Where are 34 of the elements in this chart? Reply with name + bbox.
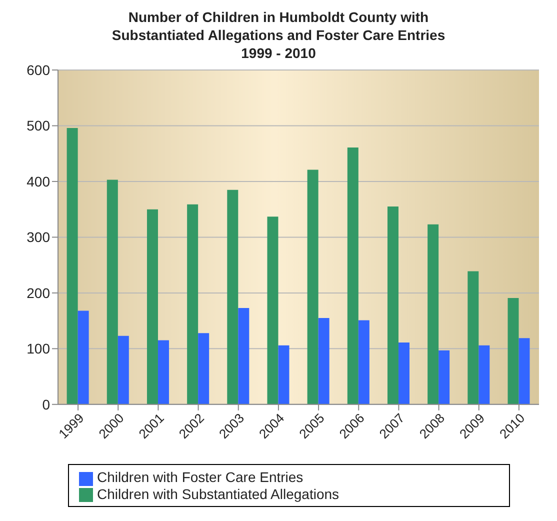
y-tick-label: 300	[26, 229, 50, 246]
bar	[198, 333, 210, 404]
bar	[307, 170, 318, 404]
bar	[106, 180, 118, 404]
bar	[267, 216, 278, 404]
bar	[158, 340, 169, 404]
bar	[387, 206, 398, 404]
bar	[78, 310, 89, 404]
chart-title: Number of Children in Humboldt County with Substantiated Allegations and Foster Care Entries 1999 - 2010	[110, 8, 446, 62]
bar	[238, 308, 250, 404]
bar	[438, 350, 450, 404]
bar	[518, 338, 530, 404]
y-tick-label: 500	[26, 118, 50, 134]
y-tick-label: 400	[26, 173, 50, 190]
y-tick-label: 600	[26, 62, 50, 78]
bar	[278, 345, 290, 404]
bar	[468, 271, 479, 404]
bar	[187, 204, 198, 404]
bar	[318, 318, 330, 404]
bar	[347, 147, 358, 404]
legend-label: Children with Substantiated Allegations	[97, 486, 340, 502]
bar	[358, 320, 370, 404]
y-tick-label: 0	[42, 396, 50, 412]
y-tick-label: 100	[26, 340, 50, 357]
legend-label: Children with Foster Care Entries	[97, 469, 304, 486]
bar	[146, 209, 158, 404]
bar	[428, 224, 439, 404]
y-tick-label: 200	[26, 284, 50, 301]
bar	[478, 345, 490, 404]
bar	[66, 128, 78, 404]
bar	[118, 336, 129, 404]
bar	[227, 190, 238, 404]
bar	[508, 298, 519, 404]
bar	[398, 342, 410, 404]
